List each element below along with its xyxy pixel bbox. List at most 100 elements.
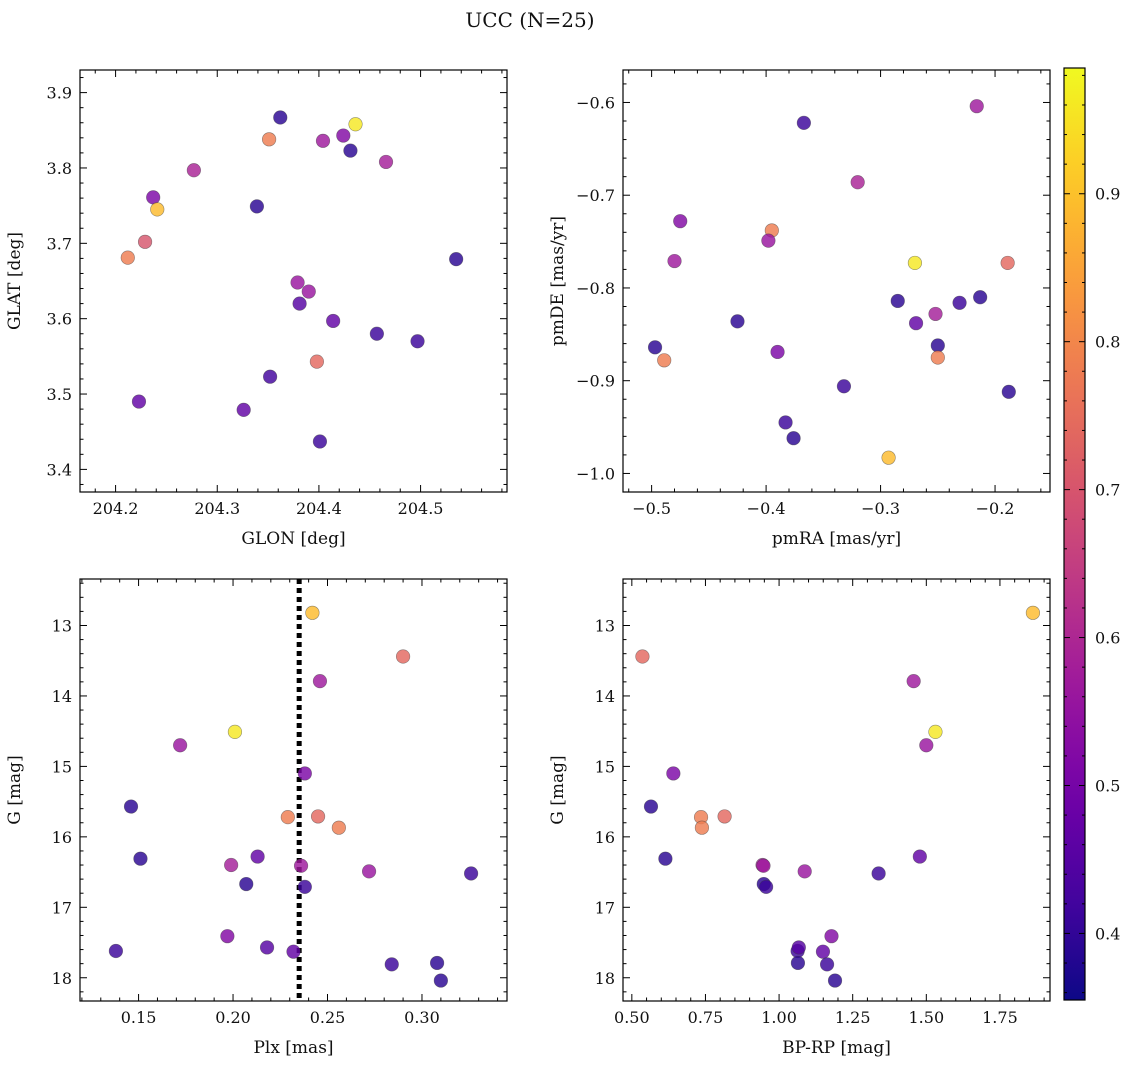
x-tick-label: 204.5: [398, 499, 444, 518]
x-tick-label: 0.15: [121, 1008, 157, 1027]
scatter-point: [224, 857, 239, 873]
scatter-point: [410, 334, 425, 349]
x-tick-label: 0.20: [215, 1008, 251, 1027]
scatter-points: [635, 605, 1041, 988]
scatter-point: [173, 738, 188, 753]
scatter-point: [236, 402, 251, 417]
scatter-point: [293, 858, 309, 873]
scatter-point: [309, 354, 324, 369]
scatter-point: [928, 306, 943, 322]
scatter-point: [250, 849, 265, 864]
panel-bprp-g: 0.50 0.75 1.00 1.25 1.50 1.75 13 14 15 16 17 18 BP-R…: [548, 578, 1051, 1058]
scatter-point: [315, 133, 331, 148]
scatter-point: [791, 940, 806, 955]
scatter-point: [790, 955, 806, 971]
scatter-point: [797, 864, 812, 879]
y-axis-label: G [mag]: [5, 755, 25, 824]
panel-plx-g: 0.15 0.20 0.25 0.30 13 14 15 16 17 18 Plx [mas] G […: [5, 578, 508, 1058]
x-axis-label: Plx [mas]: [253, 1038, 333, 1058]
y-tick-label: 14: [52, 687, 72, 706]
scatter-point: [1001, 384, 1016, 399]
scatter-point: [137, 234, 153, 249]
scatter-point: [657, 353, 672, 368]
panel-glon-glat: 204.2 204.3 204.4 204.5 3.4 3.5 3.6 3.7 3.8 3.9 GL…: [5, 69, 508, 549]
y-tick-label: 3.7: [47, 234, 72, 253]
scatter-point: [120, 250, 135, 265]
scatter-point: [912, 849, 927, 864]
y-tick-label: 14: [595, 687, 615, 706]
scatter-point: [292, 296, 307, 311]
scatter-point: [239, 876, 254, 892]
scatter-point: [186, 163, 201, 178]
scatter-point: [969, 99, 984, 114]
scatter-point: [331, 820, 346, 835]
scatter-point: [761, 233, 776, 248]
scatter-point: [756, 858, 771, 873]
scatter-point: [259, 940, 275, 955]
y-tick-label: −1.0: [576, 464, 615, 483]
y-axis-label: pmDE [mas/yr]: [548, 216, 568, 346]
scatter-point: [384, 957, 399, 972]
figure-title: UCC (N=25): [465, 8, 594, 32]
scatter-point: [227, 724, 243, 739]
scatter-point: [336, 128, 351, 143]
scatter-point: [150, 202, 165, 217]
y-tick-label: −0.9: [576, 372, 615, 391]
y-axis-label: G [mag]: [548, 755, 568, 824]
scatter-point: [786, 431, 801, 446]
scatter-point: [658, 851, 673, 866]
y-tick-label: 3.5: [47, 385, 72, 404]
axis-ticks: [623, 579, 1050, 1001]
scatter-point: [824, 929, 839, 944]
scatter-point: [836, 379, 852, 394]
y-tick-label: 3.6: [47, 310, 72, 329]
scatter-point: [123, 799, 139, 814]
scatter-point: [133, 851, 148, 866]
scatter-point: [930, 350, 945, 365]
scatter-point: [850, 175, 865, 190]
scatter-point: [815, 944, 831, 959]
scatter-point: [297, 766, 312, 781]
colorbar-gradient: [1063, 67, 1086, 1001]
scatter-point: [730, 314, 745, 329]
scatter-point: [796, 115, 811, 130]
scatter-point: [310, 809, 326, 824]
scatter-point: [717, 809, 732, 824]
scatter-point: [928, 724, 943, 739]
scatter-point: [819, 957, 835, 972]
x-tick-label: 204.2: [93, 499, 139, 518]
axis-ticks: [623, 70, 1050, 493]
scatter-point: [890, 293, 905, 309]
panel-pmra-pmde: −0.5 −0.4 −0.3 −0.2 −1.0 −0.9 −0.8 −0.7 −0.6 pmRA…: [548, 69, 1051, 549]
scatter-point: [262, 132, 277, 147]
colorbar-tick-label: 0.4: [1095, 924, 1120, 943]
scatter-points: [120, 110, 464, 449]
scatter-point: [361, 864, 377, 879]
scatter-point: [249, 199, 264, 214]
x-axis-label: BP-RP [mag]: [782, 1038, 891, 1058]
scatter-point: [297, 879, 312, 894]
y-tick-label: 17: [52, 898, 72, 917]
y-tick-label: 16: [52, 828, 72, 847]
y-axis-label: GLAT [deg]: [5, 232, 25, 330]
scatter-point: [312, 674, 328, 689]
scatter-point: [871, 866, 886, 881]
colorbar-tick-label: 0.6: [1095, 629, 1120, 648]
scatter-point: [263, 369, 278, 384]
scatter-point: [919, 738, 934, 753]
y-tick-label: −0.7: [576, 186, 615, 205]
scatter-point: [952, 295, 967, 310]
axis-ticks: [80, 579, 507, 1001]
y-tick-label: 3.4: [47, 460, 72, 479]
x-tick-label: 1.75: [982, 1008, 1018, 1027]
y-tick-label: −0.6: [576, 93, 615, 112]
y-tick-label: 15: [52, 757, 72, 776]
plot-frame: [79, 578, 508, 1002]
plot-frame: [622, 578, 1051, 1002]
y-tick-label: 15: [595, 757, 615, 776]
x-axis-label: pmRA [mas/yr]: [772, 529, 901, 549]
y-tick-label: 16: [595, 828, 615, 847]
scatter-point: [643, 799, 659, 814]
scatter-point: [827, 973, 843, 988]
